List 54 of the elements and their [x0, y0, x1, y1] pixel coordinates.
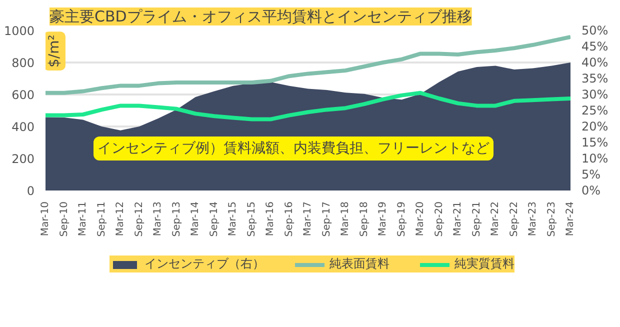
y2-tick-label: 20%: [582, 120, 608, 134]
y-tick-label: 400: [12, 120, 34, 134]
x-tick-label: Sep-21: [471, 201, 482, 237]
line-series: [46, 34, 570, 95]
x-tick-label: Mar-24: [565, 202, 576, 236]
x-tick-label: Mar-10: [40, 202, 51, 236]
chart-title: 豪主要CBDプライム・オフィス平均賃料とインセンティブ推移: [50, 8, 472, 26]
y2-tick-label: 0%: [582, 184, 601, 198]
legend-label: インセンティブ（右）: [144, 256, 264, 272]
y2-tick-label: 15%: [582, 136, 608, 150]
x-tick-label: Sep-18: [358, 201, 370, 237]
y-tick-label: 200: [12, 152, 34, 166]
legend-label: 純表面賃料: [330, 256, 390, 272]
x-tick-label: Mar-14: [190, 202, 201, 236]
x-tick-label: Sep-20: [434, 201, 445, 237]
y2-tick-label: 45%: [582, 40, 608, 54]
x-tick-label: Sep-15: [246, 201, 258, 237]
y2-tick-label: 40%: [582, 56, 608, 70]
y2-tick-label: 50%: [582, 24, 608, 38]
x-tick-label: Mar-11: [78, 202, 88, 236]
y2-tick-label: 35%: [582, 72, 608, 86]
y-tick-label: 1000: [4, 24, 35, 38]
x-tick-label: Mar-16: [265, 202, 276, 236]
x-tick-label: Sep-17: [321, 201, 332, 237]
legend-label: 純実質賃料: [454, 256, 514, 272]
y-tick-label: 0: [26, 184, 35, 198]
x-tick-label: Mar-20: [415, 202, 426, 236]
x-tick-label: Sep-14: [208, 201, 220, 237]
y2-tick-label: 25%: [582, 104, 608, 118]
x-tick-label: Sep-10: [58, 201, 70, 237]
annotation: インセンティブ例）賃料減額、内装費負担、フリーレントなど: [98, 140, 490, 156]
x-tick-label: Mar-21: [452, 202, 464, 236]
y-tick-label: 800: [12, 56, 34, 70]
x-tick-label: Mar-23: [528, 202, 538, 236]
x-tick-label: Mar-22: [490, 202, 501, 236]
y2-tick-label: 10%: [582, 152, 608, 166]
x-tick-label: Mar-12: [115, 202, 126, 236]
y-axis-title: $/m²: [46, 34, 62, 68]
x-tick-label: Mar-18: [340, 202, 351, 236]
y2-tick-label: 5%: [582, 168, 601, 182]
y2-tick-label: 30%: [582, 88, 608, 102]
x-tick-label: Sep-12: [134, 201, 145, 237]
x-tick-label: Sep-22: [508, 201, 520, 237]
x-tick-label: Sep-11: [96, 201, 108, 237]
x-tick-label: Mar-17: [302, 202, 314, 236]
x-tick-label: Mar-19: [378, 202, 388, 236]
y-tick-label: 600: [12, 88, 34, 102]
x-tick-label: Sep-23: [546, 201, 558, 237]
line-series: [46, 90, 570, 122]
x-tick-label: Mar-15: [228, 202, 238, 236]
x-tick-label: Sep-19: [396, 201, 408, 237]
x-tick-label: Sep-16: [284, 201, 295, 237]
x-tick-label: Sep-13: [171, 201, 182, 237]
x-tick-label: Mar-13: [152, 202, 164, 236]
